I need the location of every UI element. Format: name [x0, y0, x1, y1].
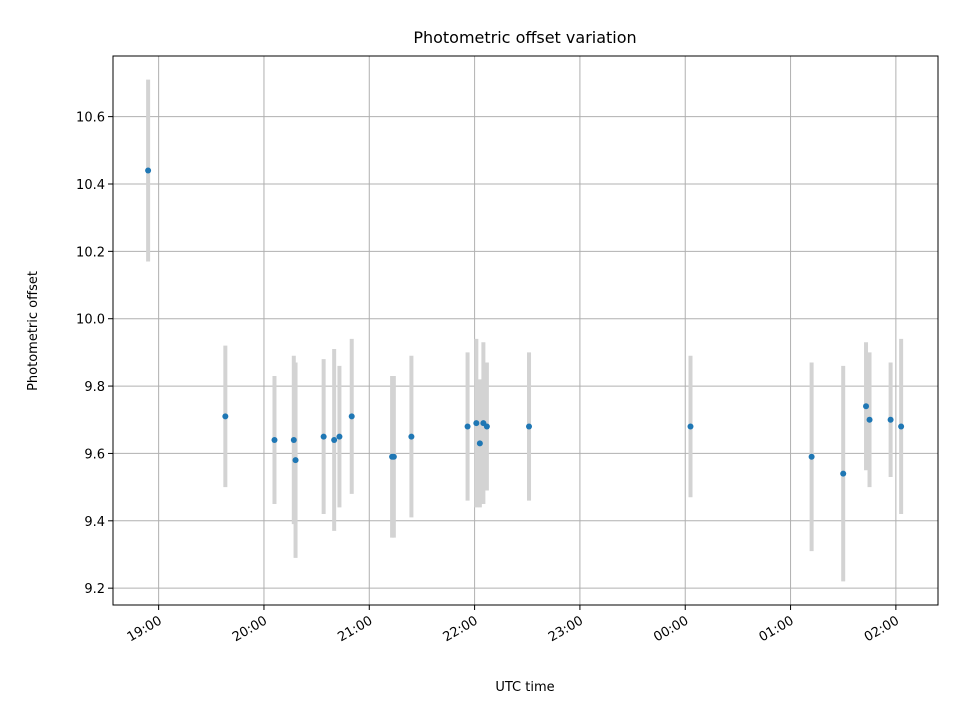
- data-point: [408, 433, 415, 440]
- data-point: [526, 423, 533, 430]
- data-point: [476, 440, 483, 447]
- y-tick-label: 10.2: [76, 245, 105, 260]
- data-point: [473, 420, 480, 427]
- y-tick-label: 9.4: [84, 515, 105, 530]
- data-point: [898, 423, 905, 430]
- data-point: [887, 416, 894, 423]
- data-point: [687, 423, 694, 430]
- y-axis-label: Photometric offset: [26, 271, 41, 391]
- data-point: [222, 413, 229, 420]
- data-point: [840, 470, 847, 477]
- data-point: [863, 403, 870, 410]
- data-point: [336, 433, 343, 440]
- data-point: [866, 416, 873, 423]
- data-point: [290, 436, 297, 443]
- data-point: [145, 167, 152, 174]
- x-axis-label: UTC time: [495, 680, 554, 695]
- data-point: [390, 453, 397, 460]
- data-point: [483, 423, 490, 430]
- grid: [113, 56, 938, 605]
- y-tick-label: 10.0: [76, 313, 105, 328]
- plot-frame: [112, 55, 939, 606]
- data-point: [331, 436, 338, 443]
- data-point: [320, 433, 327, 440]
- y-tick-label: 9.6: [84, 447, 105, 462]
- y-tick-label: 9.2: [84, 582, 105, 597]
- y-tick-label: 9.8: [84, 380, 105, 395]
- chart-title: Photometric offset variation: [413, 28, 636, 47]
- data-point: [348, 413, 355, 420]
- y-tick-label: 10.6: [76, 111, 105, 126]
- data-point: [808, 453, 815, 460]
- data-points: [145, 167, 905, 477]
- data-point: [464, 423, 471, 430]
- y-tick-label: 10.4: [76, 178, 105, 193]
- data-point: [292, 457, 299, 464]
- data-point: [271, 436, 278, 443]
